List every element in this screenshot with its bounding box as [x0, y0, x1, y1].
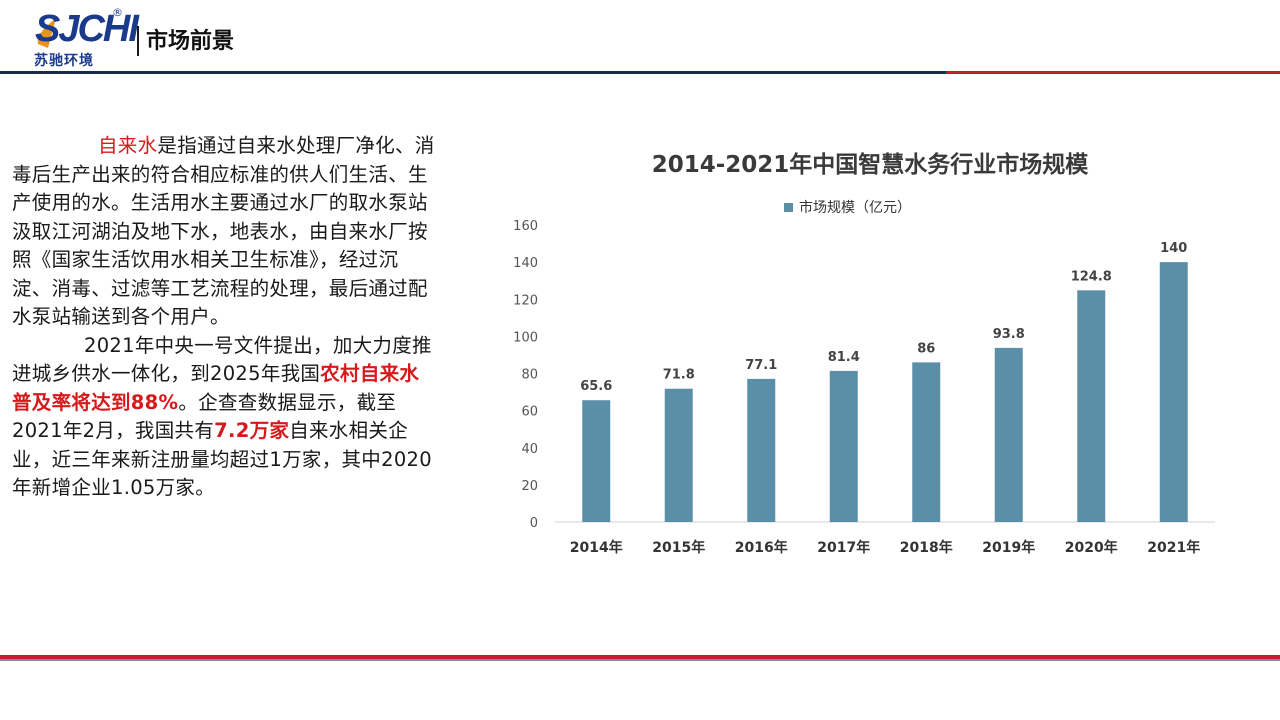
paragraph-2-text-a: 2021年中央一号文件提出，加大力度推进城乡供水一体化，到2025年我国: [12, 333, 432, 386]
paragraph-2-text-c: 自来水相关企业，近三年来新注册量均超过1万家，其中2020年新增企业1.05万家…: [12, 419, 432, 499]
paragraph-1-text: 是指通过自来水处理厂净化、消毒后生产出来的符合相应标准的供人们生活、生产使用的水…: [12, 134, 435, 328]
footer-rule-grey: [0, 659, 1280, 661]
y-tick-label: 160: [513, 219, 538, 234]
y-tick-label: 20: [521, 479, 538, 494]
paragraph-2: 2021年中央一号文件提出，加大力度推进城乡供水一体化，到2025年我国农村自来…: [12, 332, 436, 503]
chart-bar: [664, 388, 693, 522]
x-tick-label: 2019年: [982, 539, 1035, 556]
chart-bar: [829, 370, 858, 522]
company-logo: SJCHI ® 苏驰环境: [32, 6, 139, 69]
y-tick-label: 40: [521, 442, 538, 457]
bar-value-label: 65.6: [580, 379, 612, 394]
chart-plot: 0 20 40 60 80 100 120 140 160 65.6 2014年 71.8 2015年 7…: [513, 219, 1215, 556]
logo-swoosh-icon: [37, 18, 56, 48]
bar-value-label: 81.4: [828, 350, 860, 365]
chart-bar: [747, 378, 776, 522]
bar-value-label: 86: [917, 341, 935, 356]
highlight-rural-rate: 农村自来水普及率将达到88%: [12, 362, 420, 414]
x-tick-label: 2016年: [735, 539, 788, 556]
x-tick-label: 2014年: [570, 539, 623, 556]
footer-rule-red: [0, 655, 1280, 659]
x-tick-label: 2017年: [817, 539, 870, 556]
header-rule-red: [946, 71, 1280, 74]
y-tick-label: 60: [521, 405, 538, 420]
legend-label: 市场规模（亿元）: [799, 200, 911, 216]
y-tick-label: 120: [513, 293, 538, 308]
header-divider: [137, 26, 139, 56]
bar-value-label: 124.8: [1071, 269, 1112, 284]
chart-bar: [994, 347, 1023, 522]
logo-registered-mark: ®: [112, 6, 123, 19]
x-tick-label: 2021年: [1147, 539, 1200, 556]
chart-bar: [582, 400, 611, 522]
chart-title: 2014-2021年中国智慧水务行业市场规模: [651, 152, 1089, 178]
x-tick-label: 2018年: [900, 539, 953, 556]
y-tick-label: 140: [513, 256, 538, 271]
y-tick-label: 80: [521, 368, 538, 383]
bar-value-label: 140: [1160, 241, 1187, 256]
logo-subtitle: 苏驰环境: [34, 53, 94, 69]
slide-header: SJCHI ® 苏驰环境 市场前景: [0, 0, 1280, 76]
y-tick-label: 100: [513, 330, 538, 345]
y-tick-label: 0: [530, 516, 538, 531]
x-tick-label: 2020年: [1065, 539, 1118, 556]
bar-value-label: 71.8: [663, 368, 695, 383]
chart-bar: [912, 362, 941, 522]
page-title: 市场前景: [146, 29, 235, 54]
legend-swatch: [784, 202, 793, 212]
logo-wordmark: SJCHI: [35, 8, 139, 50]
bar-value-label: 77.1: [745, 358, 777, 373]
bar-value-label: 93.8: [993, 327, 1025, 342]
highlight-enterprise-count: 7.2万家: [214, 419, 290, 442]
header-rule-blue: [0, 71, 946, 74]
chart-legend: 市场规模（亿元）: [784, 197, 911, 217]
x-tick-label: 2015年: [652, 539, 705, 556]
paragraph-1: 自来水是指通过自来水处理厂净化、消毒后生产出来的符合相应标准的供人们生活、生产使…: [12, 132, 436, 332]
highlight-tap-water: 自来水: [98, 134, 158, 157]
market-size-chart: 2014-2021年中国智慧水务行业市场规模 市场规模（亿元） 0 20 40 60 8…: [500, 115, 1240, 565]
chart-bar: [1159, 262, 1188, 522]
paragraph-2-text-b: 。企查查数据显示，截至2021年2月，我国共有: [12, 390, 397, 443]
chart-bar: [1077, 290, 1106, 522]
body-text: 自来水是指通过自来水处理厂净化、消毒后生产出来的符合相应标准的供人们生活、生产使…: [12, 132, 436, 503]
